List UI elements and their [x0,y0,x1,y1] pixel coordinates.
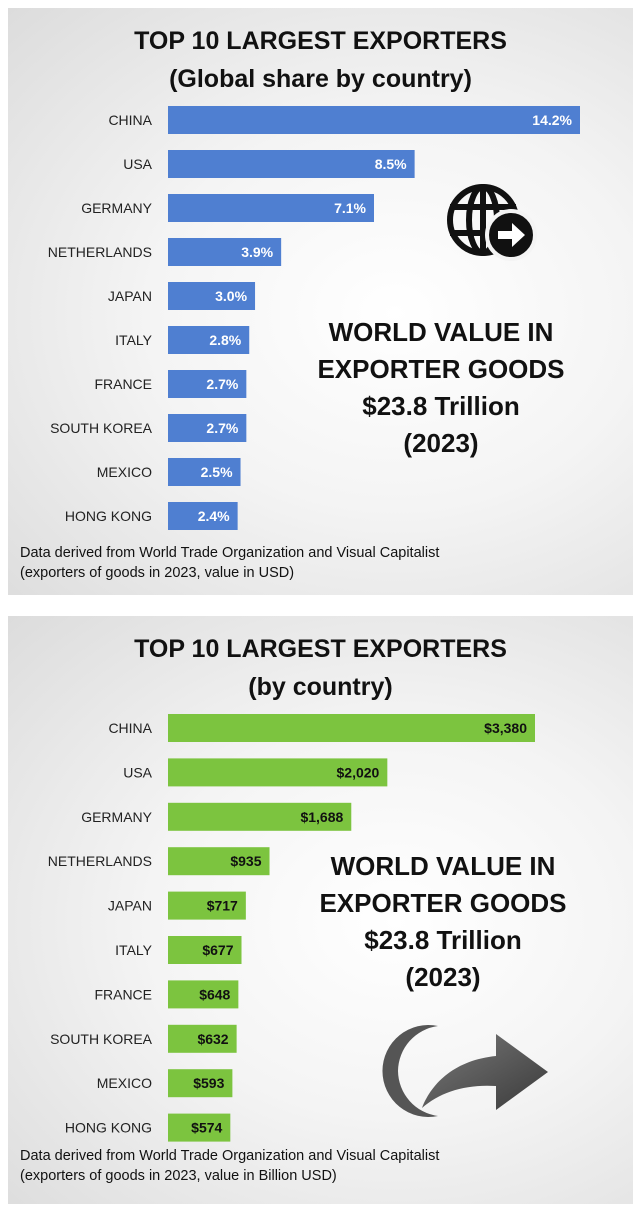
category-label: SOUTH KOREA [50,420,153,436]
source-note: Data derived from World Trade Organizati… [20,1146,439,1186]
bar [168,326,250,354]
bar [168,802,352,831]
chart-title-line1: TOP 10 LARGEST EXPORTERS [134,27,507,55]
data-label: 2.4% [198,508,230,524]
bar [168,891,246,920]
bar-chart-share: CHINA 14.2% USA 8.5% GERMANY 7.1% NETHERLANDS 3… [48,106,580,530]
bar [168,758,388,787]
data-label: 2.7% [206,376,238,392]
bar [168,106,580,134]
data-label: 14.2% [532,112,572,128]
data-label: 3.9% [241,244,273,260]
globe-arrow-icon [443,180,538,267]
category-label: HONG KONG [65,1120,152,1136]
category-label: JAPAN [108,288,152,304]
source-note-line1: Data derived from World Trade Organizati… [20,1148,440,1164]
callout-line2: EXPORTER GOODS [319,888,567,918]
callout-line3: $23.8 Trillion [364,925,522,955]
bar [168,150,415,178]
category-label: FRANCE [94,376,152,392]
category-label: USA [123,156,152,172]
data-label: 2.5% [201,464,233,480]
curved-arrow-icon [376,1012,551,1127]
callout-line1: WORLD VALUE IN [330,851,556,881]
data-label: $574 [191,1120,222,1136]
callout-line1: WORLD VALUE IN [328,317,554,347]
category-label: NETHERLANDS [48,244,152,260]
bar [168,980,239,1009]
data-label: 7.1% [334,200,366,216]
data-label: $677 [202,942,233,958]
bar [168,1113,231,1142]
callout-line4: (2023) [405,962,481,992]
bar [168,714,535,742]
category-label: GERMANY [81,200,152,216]
source-note-line2: (exporters of goods in 2023, value in US… [20,565,295,581]
chart-title-line2: (Global share by country) [169,65,472,93]
bar-chart-value: CHINA $3,380 USA $2,020 GERMANY $1,688 NETHERL… [48,714,535,1142]
data-label: $717 [207,898,238,914]
category-label: MEXICO [97,1075,152,1091]
data-label: $632 [197,1031,228,1047]
data-label: $935 [230,853,261,869]
source-note: Data derived from World Trade Organizati… [20,543,439,583]
chart-title-line1: TOP 10 LARGEST EXPORTERS [134,635,507,663]
chart-panel-share: TOP 10 LARGEST EXPORTERS (Global share b… [8,8,633,595]
category-label: MEXICO [97,464,152,480]
data-label: $593 [193,1075,224,1091]
category-label: GERMANY [81,809,152,825]
data-label: 3.0% [215,288,247,304]
callout-line3: $23.8 Trillion [362,391,520,421]
category-label: ITALY [115,332,152,348]
bar [168,194,374,222]
data-label: $3,380 [484,720,527,736]
data-label: 2.7% [206,420,238,436]
category-label: FRANCE [94,986,152,1002]
bar [168,414,247,442]
chart-panel-value: TOP 10 LARGEST EXPORTERS (by country) CH… [8,616,633,1204]
world-value-callout: WORLD VALUE IN EXPORTER GOODS $23.8 Tril… [291,314,591,462]
category-label: HONG KONG [65,508,152,524]
bar [168,238,282,266]
bar [168,936,242,964]
bar [168,282,256,310]
source-note-line2: (exporters of goods in 2023, value in Bi… [20,1168,337,1184]
bar [168,1069,233,1098]
bar [168,370,247,398]
category-label: USA [123,764,152,780]
bar [168,1024,237,1053]
bar [168,458,241,486]
bar [168,847,270,876]
callout-line4: (2023) [403,428,479,458]
chart-title-line2: (by country) [248,673,393,701]
category-label: ITALY [115,942,152,958]
data-label: $648 [199,986,230,1002]
data-label: $2,020 [337,764,380,780]
source-note-line1: Data derived from World Trade Organizati… [20,545,440,561]
data-label: 2.8% [209,332,241,348]
category-label: CHINA [108,720,152,736]
bar [168,502,238,530]
category-label: JAPAN [108,898,152,914]
world-value-callout: WORLD VALUE IN EXPORTER GOODS $23.8 Tril… [293,848,593,996]
callout-line2: EXPORTER GOODS [317,354,565,384]
category-label: CHINA [108,112,152,128]
data-label: 8.5% [375,156,407,172]
data-label: $1,688 [300,809,343,825]
category-label: SOUTH KOREA [50,1031,153,1047]
category-label: NETHERLANDS [48,853,152,869]
